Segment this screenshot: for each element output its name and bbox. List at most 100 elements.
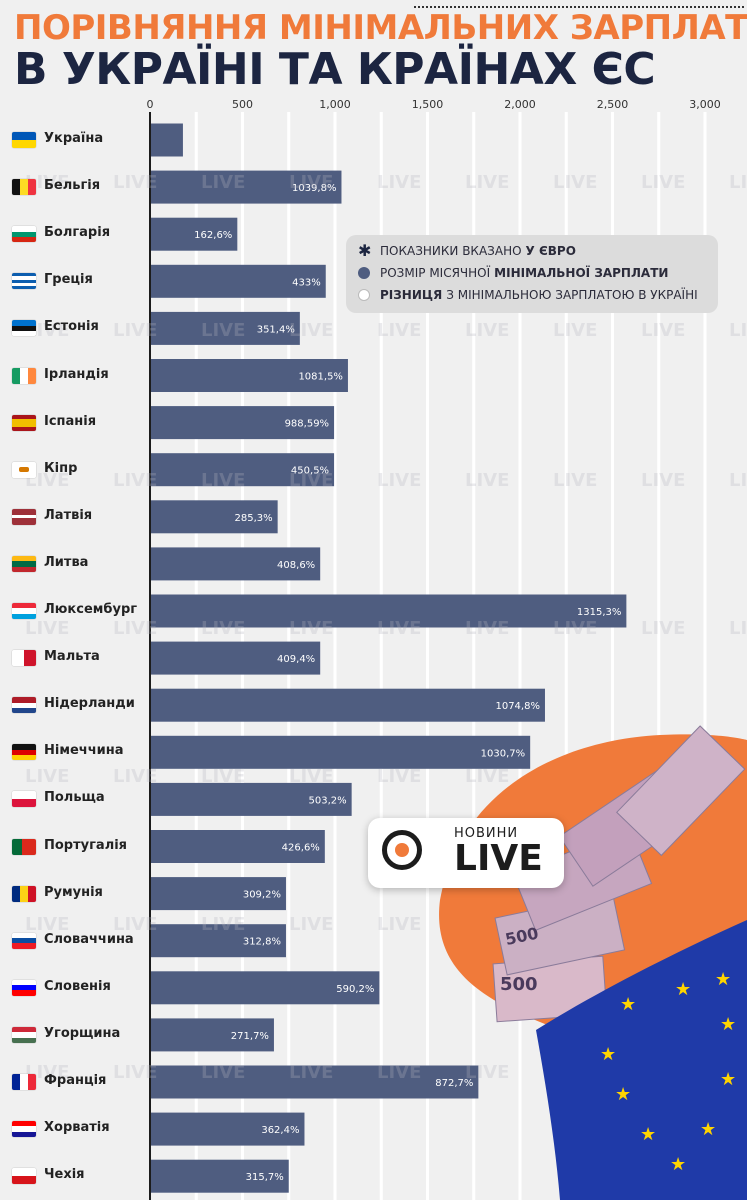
x-tick-label: 500 [232,98,253,111]
watermark-text: LIVE [465,172,509,193]
light-dot-icon [358,289,370,301]
bar-data-label: 1039,8% [292,183,337,194]
brand-big-text: LIVE [454,838,543,879]
flag-nl-icon [12,697,36,714]
bar [150,500,278,534]
flag-be-icon [12,179,36,196]
watermark-text: LIVE [377,1062,421,1083]
watermark-text: LIVE [553,1062,597,1083]
flag-pt-icon [12,838,36,855]
country-name: Румунія [44,884,103,900]
flag-hr-icon [12,1121,36,1138]
bar-data-label: 590,2% [336,984,374,995]
country-name: Португалія [44,837,128,853]
bar-data-label: 872,7% [435,1078,473,1089]
watermark-text: LIVE [553,618,597,639]
bar [150,264,326,298]
watermark-text: LIVE [201,618,245,639]
bar-data-label: 312,8% [243,937,281,948]
watermark-text: LIVE [729,320,747,341]
watermark-text: LIVE [289,766,333,787]
watermark-text: LIVE [201,172,245,193]
flag-es-icon [12,414,36,431]
watermark-text: LIVE [25,172,69,193]
bar-data-label: 285,3% [235,513,273,524]
watermark-text: LIVE [553,470,597,491]
x-tick-label: 0 [147,98,154,111]
watermark-text: LIVE [201,320,245,341]
watermark-text: LIVE [553,172,597,193]
legend-currency-bold: У ЄВРО [525,244,576,258]
legend-item-difference: РІЗНИЦЯ З МІНІМАЛЬНОЮ ЗАРПЛАТОЮ В УКРАЇН… [358,288,698,302]
watermark-text: LIVE [553,766,597,787]
legend-diff-bold: РІЗНИЦЯ [380,288,443,302]
watermark-text: LIVE [465,766,509,787]
flag-mt-icon [12,650,36,667]
flag-lt-icon [12,555,36,572]
bar-data-label: 1315,3% [577,607,622,618]
watermark-text: LIVE [201,766,245,787]
watermark-text: LIVE [289,172,333,193]
country-name: Хорватія [44,1120,110,1136]
flag-hu-icon [12,1026,36,1043]
country-name: Словенія [44,978,111,994]
flag-cy-icon [12,461,36,478]
bar [150,359,348,392]
decorative-dotted-line [414,6,744,8]
bar [150,547,321,581]
country-name: Литва [44,554,89,570]
watermark-text: LIVE [465,618,509,639]
bar [150,1159,289,1193]
chart-title-line-2: В УКРАЇНІ ТА КРАЇНАХ ЄС [14,44,656,95]
country-name: Болгарія [44,225,111,241]
watermark-text: LIVE [377,172,421,193]
watermark-text: LIVE [641,172,685,193]
country-name: Мальта [44,649,100,665]
watermark-text: LIVE [25,766,69,787]
live-logo-icon [382,830,422,870]
watermark-text: LIVE [465,320,509,341]
watermark-text: LIVE [465,914,509,935]
watermark-text: LIVE [289,618,333,639]
bar [150,453,335,487]
flag-sk-icon [12,932,36,949]
x-tick-label: 1,500 [412,98,444,111]
bar-data-label: 433% [292,277,321,288]
flag-pl-icon [12,791,36,808]
watermark-text: LIVE [289,320,333,341]
watermark-text: LIVE [25,320,69,341]
watermark-text: LIVE [201,914,245,935]
watermark-text: LIVE [113,470,157,491]
flag-de-icon [12,744,36,761]
bar-data-label: 1074,8% [495,701,540,712]
watermark-text: LIVE [377,618,421,639]
watermark-text: LIVE [729,1062,747,1083]
bar-data-label: 409,4% [277,654,315,665]
watermark-text: LIVE [113,914,157,935]
bar [150,1018,274,1052]
bar [150,735,531,769]
watermark-text: LIVE [641,1062,685,1083]
flag-ee-icon [12,320,36,337]
bar [150,311,300,345]
watermark-text: LIVE [25,618,69,639]
bar-data-label: 408,6% [277,560,315,571]
x-tick-label: 2,500 [597,98,629,111]
flag-lu-icon [12,603,36,619]
watermark-text: LIVE [201,470,245,491]
watermark-text: LIVE [729,172,747,193]
x-tick-label: 2,000 [504,98,536,111]
x-tick-label: 3,000 [689,98,721,111]
bar [150,217,238,251]
flag-gr-icon [12,273,36,290]
watermark-text: LIVE [201,1062,245,1083]
watermark-text: LIVE [25,914,69,935]
flag-si-icon [12,979,36,996]
watermark-text: LIVE [377,766,421,787]
watermark-text: LIVE [641,618,685,639]
country-name: Нідерланди [44,696,135,712]
bar-data-label: 503,2% [309,795,347,806]
bar-data-label: 1081,5% [298,372,343,383]
bar-data-label: 351,4% [257,324,295,335]
